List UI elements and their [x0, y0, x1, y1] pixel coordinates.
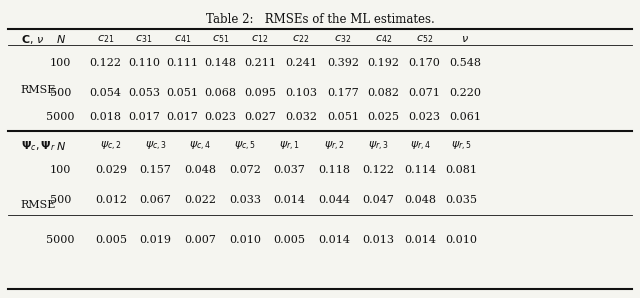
Text: 5000: 5000 [47, 235, 75, 245]
Text: 0.110: 0.110 [128, 58, 160, 68]
Text: RMSE: RMSE [20, 200, 56, 210]
Text: $\psi_{r,3}$: $\psi_{r,3}$ [368, 139, 389, 153]
Text: 0.548: 0.548 [449, 58, 481, 68]
Text: 0.392: 0.392 [327, 58, 359, 68]
Text: 0.081: 0.081 [445, 165, 477, 175]
Text: 0.051: 0.051 [166, 88, 198, 98]
Text: 0.018: 0.018 [89, 112, 121, 122]
Text: $N$: $N$ [56, 33, 66, 45]
Text: 0.148: 0.148 [205, 58, 237, 68]
Text: 0.067: 0.067 [140, 195, 172, 205]
Text: 0.022: 0.022 [184, 195, 216, 205]
Text: $c_{31}$: $c_{31}$ [136, 33, 153, 45]
Text: 0.103: 0.103 [285, 88, 317, 98]
Text: $c_{22}$: $c_{22}$ [292, 33, 310, 45]
Text: $\mathbf{C},\,\nu$: $\mathbf{C},\,\nu$ [20, 33, 44, 46]
Text: 100: 100 [50, 58, 71, 68]
Text: 0.118: 0.118 [318, 165, 350, 175]
Text: $\nu$: $\nu$ [461, 34, 469, 44]
Text: 0.192: 0.192 [368, 58, 400, 68]
Text: 0.072: 0.072 [229, 165, 260, 175]
Text: 0.032: 0.032 [285, 112, 317, 122]
Text: $\psi_{c,3}$: $\psi_{c,3}$ [145, 139, 166, 153]
Text: $\psi_{r,2}$: $\psi_{r,2}$ [324, 139, 344, 153]
Text: 0.033: 0.033 [229, 195, 261, 205]
Text: 0.048: 0.048 [184, 165, 216, 175]
Text: 0.023: 0.023 [408, 112, 440, 122]
Text: 0.061: 0.061 [449, 112, 481, 122]
Text: 0.122: 0.122 [363, 165, 395, 175]
Text: $N$: $N$ [56, 140, 66, 152]
Text: $\psi_{r,1}$: $\psi_{r,1}$ [279, 139, 300, 153]
Text: $\psi_{r,5}$: $\psi_{r,5}$ [451, 139, 472, 153]
Text: $c_{21}$: $c_{21}$ [97, 33, 114, 45]
Text: 0.044: 0.044 [318, 195, 350, 205]
Text: $c_{42}$: $c_{42}$ [375, 33, 392, 45]
Text: $c_{41}$: $c_{41}$ [173, 33, 191, 45]
Text: $\psi_{c,4}$: $\psi_{c,4}$ [189, 139, 211, 153]
Text: $\psi_{c,5}$: $\psi_{c,5}$ [234, 139, 256, 153]
Text: $c_{52}$: $c_{52}$ [416, 33, 433, 45]
Text: 0.014: 0.014 [273, 195, 305, 205]
Text: 5000: 5000 [47, 112, 75, 122]
Text: 0.114: 0.114 [404, 165, 436, 175]
Text: RMSE: RMSE [20, 85, 56, 95]
Text: 0.211: 0.211 [244, 58, 276, 68]
Text: 0.012: 0.012 [95, 195, 127, 205]
Text: 500: 500 [50, 88, 71, 98]
Text: 0.051: 0.051 [327, 112, 359, 122]
Text: 0.013: 0.013 [363, 235, 395, 245]
Text: 0.035: 0.035 [445, 195, 477, 205]
Text: 0.014: 0.014 [404, 235, 436, 245]
Text: 0.048: 0.048 [404, 195, 436, 205]
Text: 0.037: 0.037 [273, 165, 305, 175]
Text: 0.023: 0.023 [205, 112, 237, 122]
Text: 0.054: 0.054 [89, 88, 121, 98]
Text: 0.220: 0.220 [449, 88, 481, 98]
Text: $\psi_{r,4}$: $\psi_{r,4}$ [410, 139, 431, 153]
Text: 0.007: 0.007 [184, 235, 216, 245]
Text: 0.082: 0.082 [368, 88, 400, 98]
Text: 0.025: 0.025 [368, 112, 400, 122]
Text: 0.019: 0.019 [140, 235, 172, 245]
Text: 0.047: 0.047 [363, 195, 395, 205]
Text: 0.071: 0.071 [408, 88, 440, 98]
Text: 500: 500 [50, 195, 71, 205]
Text: 0.241: 0.241 [285, 58, 317, 68]
Text: $c_{32}$: $c_{32}$ [334, 33, 351, 45]
Text: 0.014: 0.014 [318, 235, 350, 245]
Text: 0.170: 0.170 [408, 58, 440, 68]
Text: 0.157: 0.157 [140, 165, 172, 175]
Text: $\mathbf{\Psi}_c,\mathbf{\Psi}_r$: $\mathbf{\Psi}_c,\mathbf{\Psi}_r$ [20, 139, 56, 153]
Text: 0.017: 0.017 [128, 112, 160, 122]
Text: 100: 100 [50, 165, 71, 175]
Text: 0.029: 0.029 [95, 165, 127, 175]
Text: 0.027: 0.027 [244, 112, 276, 122]
Text: 0.095: 0.095 [244, 88, 276, 98]
Text: 0.122: 0.122 [89, 58, 121, 68]
Text: 0.068: 0.068 [205, 88, 237, 98]
Text: 0.005: 0.005 [273, 235, 305, 245]
Text: $\psi_{c,2}$: $\psi_{c,2}$ [100, 139, 122, 153]
Text: 0.177: 0.177 [327, 88, 359, 98]
Text: 0.017: 0.017 [166, 112, 198, 122]
Text: Table 2:   RMSEs of the ML estimates.: Table 2: RMSEs of the ML estimates. [205, 13, 435, 26]
Text: 0.053: 0.053 [128, 88, 160, 98]
Text: 0.010: 0.010 [445, 235, 477, 245]
Text: 0.111: 0.111 [166, 58, 198, 68]
Text: $c_{51}$: $c_{51}$ [212, 33, 229, 45]
Text: 0.010: 0.010 [229, 235, 261, 245]
Text: 0.005: 0.005 [95, 235, 127, 245]
Text: $c_{12}$: $c_{12}$ [252, 33, 269, 45]
